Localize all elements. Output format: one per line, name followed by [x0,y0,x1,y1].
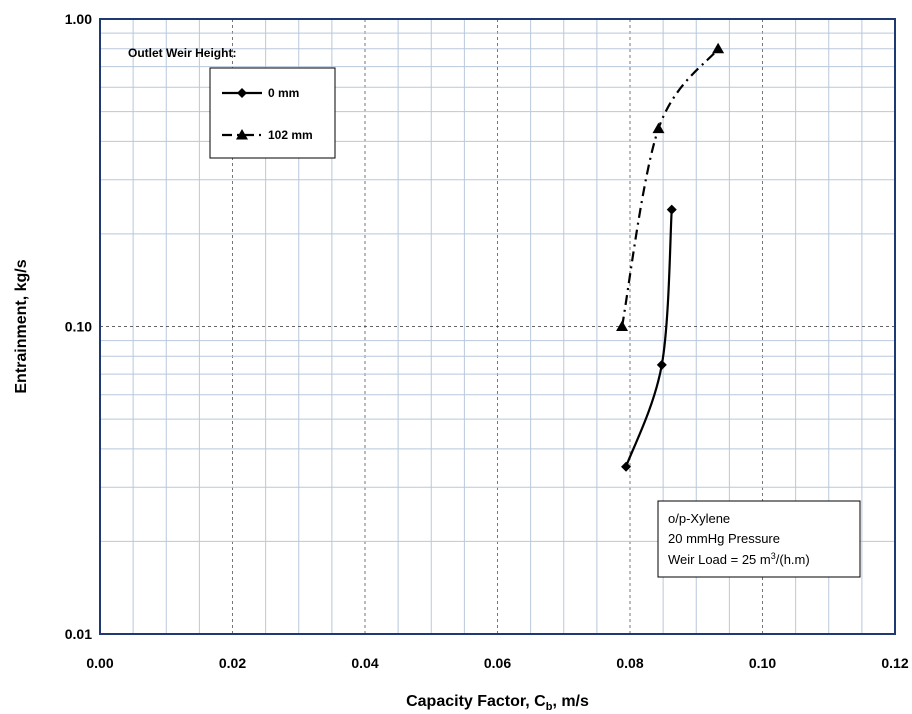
y-axis-title: Entrainment, kg/s [13,259,30,393]
x-tick-label: 0.08 [616,655,643,671]
x-axis-title-suffix: , m/s [552,693,589,710]
x-tick-label: 0.12 [881,655,908,671]
series-triangle [616,42,725,331]
data-point [616,320,629,331]
series-line [624,209,673,468]
x-tick-label: 0.00 [86,655,113,671]
data-point [621,461,632,472]
x-tick-label: 0.04 [351,655,378,671]
y-tick-labels: 0.01 0.10 1.00 [65,11,92,642]
conditions-note-box [657,500,861,578]
legend-swatch-marker [237,88,247,98]
weir-load-sup: 3 [771,551,776,561]
data-point [712,42,725,54]
x-axis-title: Capacity Factor, Cb, m/s [406,693,589,713]
series-layer [616,42,725,472]
conditions-note-line: 20 mmHg Pressure [668,531,780,546]
legend-label: 0 mm [268,86,299,100]
data-point [666,204,677,215]
legend-title: Outlet Weir Height: [128,46,236,60]
x-tick-label: 0.10 [749,655,776,671]
legend: Outlet Weir Height: 0 mm 102 mm [128,46,336,159]
legend-entries: 0 mm 102 mm [222,86,313,142]
legend-box [209,67,336,159]
y-tick-label: 1.00 [65,11,92,27]
series-line [620,48,719,327]
x-axis-title-main: Capacity Factor, C [406,693,546,710]
plot-area-frame [99,18,896,635]
data-point [652,122,665,134]
conditions-note-line: o/p-Xylene [668,511,730,526]
conditions-note: o/p-Xylene 20 mmHg Pressure Weir Load = … [657,500,861,578]
x-axis-title-sub: b [546,701,553,713]
x-tick-labels: 0.00 0.02 0.04 0.06 0.08 0.10 0.12 [86,655,908,671]
legend-swatch-marker [236,129,248,140]
legend-label: 102 mm [268,128,313,142]
data-point [656,359,667,370]
series-diamond [621,204,677,472]
y-tick-label: 0.01 [65,626,92,642]
y-tick-label: 0.10 [65,319,92,335]
x-tick-label: 0.06 [484,655,511,671]
weir-load-prefix: Weir Load = 25 m [668,552,771,567]
weir-load-suffix: /(h.m) [776,552,810,567]
x-tick-label: 0.02 [219,655,246,671]
conditions-note-weir-load: Weir Load = 25 m3/(h.m) [668,551,810,567]
